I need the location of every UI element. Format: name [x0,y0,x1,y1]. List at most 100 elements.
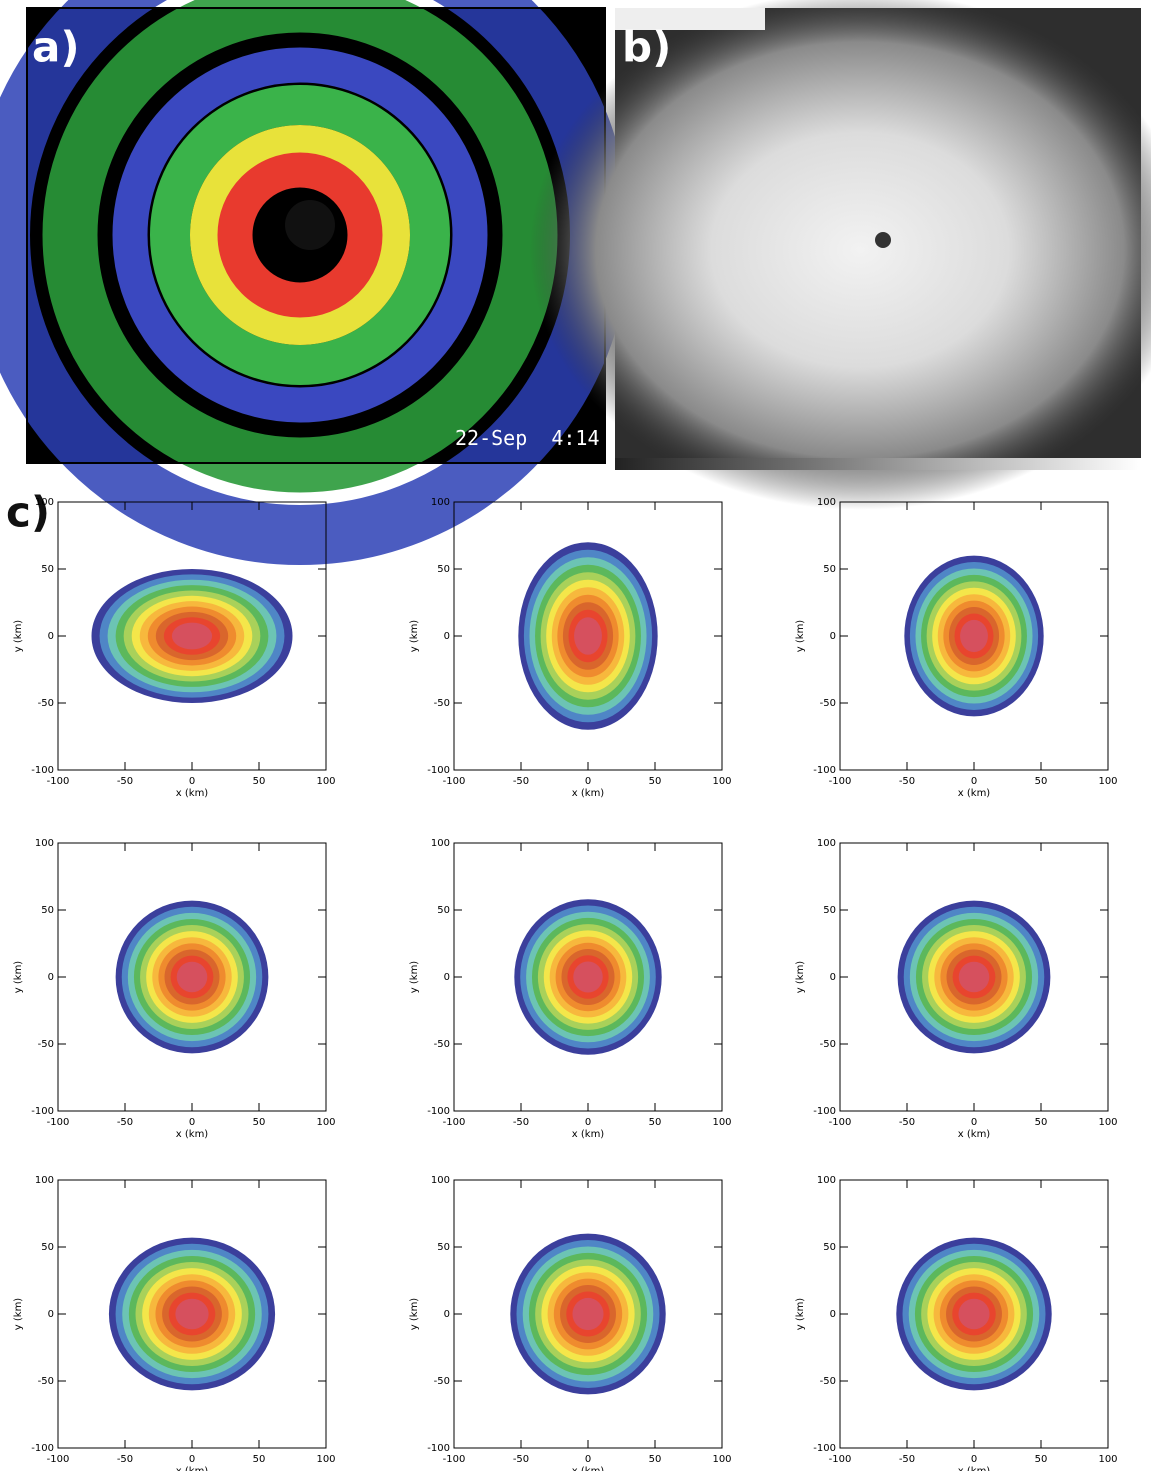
contour-plot: -100 -50 0 50 100 -100 -50 0 50 100 x (km) y (km) [795,838,1118,1140]
x-tick-label: -50 [899,776,915,787]
radar-image [0,0,630,565]
y-tick-label: -100 [31,1443,54,1454]
x-axis-label: x (km) [958,1129,991,1140]
y-tick-label: -100 [31,765,54,776]
x-tick-label: -100 [443,776,466,787]
y-tick-label: 100 [431,838,450,849]
y-tick-label: -50 [38,1376,54,1387]
contour-plot: -100 -50 0 50 100 -100 -50 0 50 100 x (km) y (km) [13,838,336,1140]
y-tick-label: -100 [31,1106,54,1117]
y-axis-label: y (km) [13,1298,24,1331]
x-axis-label: x (km) [958,1466,991,1471]
y-tick-label: 50 [823,905,836,916]
y-tick-label: 50 [41,564,54,575]
x-tick-label: 0 [189,776,195,787]
x-tick-label: 0 [585,1117,591,1128]
y-tick-label: 100 [431,1175,450,1186]
x-tick-label: -100 [47,1117,70,1128]
x-tick-label: 100 [316,1454,335,1465]
contour-plot: -100 -50 0 50 100 -100 -50 0 50 100 x (km) y (km) [409,838,732,1140]
x-tick-label: 50 [1035,1117,1048,1128]
contour-plot: -100 -50 0 50 100 -100 -50 0 50 100 x (km) y (km) [795,497,1118,799]
x-axis-label: x (km) [176,1129,209,1140]
x-tick-label: -100 [47,1454,70,1465]
x-tick-label: 100 [316,776,335,787]
x-axis-label: x (km) [958,788,991,799]
x-tick-label: -50 [899,1454,915,1465]
y-tick-label: 100 [817,1175,836,1186]
y-tick-label: -50 [820,698,836,709]
panel-label: b) [622,23,671,72]
y-axis-label: y (km) [795,961,806,994]
y-tick-label: -50 [434,698,450,709]
x-tick-label: 50 [1035,1454,1048,1465]
y-axis-label: y (km) [13,961,24,994]
x-tick-label: -100 [443,1117,466,1128]
y-tick-label: -50 [38,1039,54,1050]
contour-level [176,961,208,993]
y-tick-label: -50 [38,698,54,709]
contour-level [574,617,602,655]
contour-plot: -100 -50 0 50 100 -100 -50 0 50 100 x (km) y (km) [795,1175,1118,1471]
x-tick-label: -50 [513,1117,529,1128]
y-tick-label: 50 [41,905,54,916]
x-tick-label: -100 [829,1117,852,1128]
y-tick-label: 0 [830,1309,836,1320]
x-tick-label: -50 [513,1454,529,1465]
x-tick-label: -50 [117,1454,133,1465]
y-tick-label: 50 [41,1242,54,1253]
contour-level [960,619,988,653]
y-tick-label: 0 [48,631,54,642]
y-tick-label: -100 [427,1106,450,1117]
x-tick-label: -100 [829,1454,852,1465]
y-tick-label: -100 [427,1443,450,1454]
y-tick-label: 50 [823,1242,836,1253]
x-tick-label: 100 [712,1117,731,1128]
x-tick-label: 50 [649,776,662,787]
x-tick-label: 100 [712,1454,731,1465]
x-axis-label: x (km) [572,1466,605,1471]
y-tick-label: -100 [813,1106,836,1117]
x-tick-label: 100 [316,1117,335,1128]
contour-level [958,1298,990,1330]
y-axis-label: y (km) [13,620,24,653]
x-tick-label: 0 [189,1117,195,1128]
x-tick-label: 0 [971,1454,977,1465]
x-tick-label: 0 [971,776,977,787]
y-tick-label: 0 [48,1309,54,1320]
y-tick-label: 100 [35,838,54,849]
x-tick-label: 50 [253,1117,266,1128]
x-tick-label: 50 [649,1454,662,1465]
timestamp: 22-Sep 4:14 [455,426,600,450]
x-tick-label: 50 [1035,776,1048,787]
satellite-image [530,0,1151,510]
x-axis-label: x (km) [572,788,605,799]
contour-plot: -100 -50 0 50 100 -100 -50 0 50 100 x (km) y (km) [13,1175,336,1471]
contour-level [572,1297,604,1331]
contour-level [958,961,990,993]
y-axis-label: y (km) [409,1298,420,1331]
contour-plot: -100 -50 0 50 100 -100 -50 0 50 100 x (km) y (km) [409,1175,732,1471]
x-axis-label: x (km) [176,788,209,799]
y-tick-label: 50 [823,564,836,575]
y-tick-label: -100 [813,765,836,776]
y-tick-label: 50 [437,905,450,916]
x-tick-label: -100 [829,776,852,787]
x-tick-label: 0 [189,1454,195,1465]
panel-label: a) [32,23,80,72]
contour-level [175,1298,209,1330]
y-axis-label: y (km) [795,1298,806,1331]
y-tick-label: 0 [444,631,450,642]
x-tick-label: 50 [649,1117,662,1128]
y-tick-label: 100 [35,1175,54,1186]
y-tick-label: 50 [437,1242,450,1253]
x-tick-label: 100 [712,776,731,787]
panel-label: c) [6,488,50,537]
y-tick-label: -100 [427,765,450,776]
y-tick-label: 0 [444,1309,450,1320]
contour-level [573,961,603,993]
x-tick-label: -100 [47,776,70,787]
x-tick-label: -50 [117,776,133,787]
y-axis-label: y (km) [795,620,806,653]
